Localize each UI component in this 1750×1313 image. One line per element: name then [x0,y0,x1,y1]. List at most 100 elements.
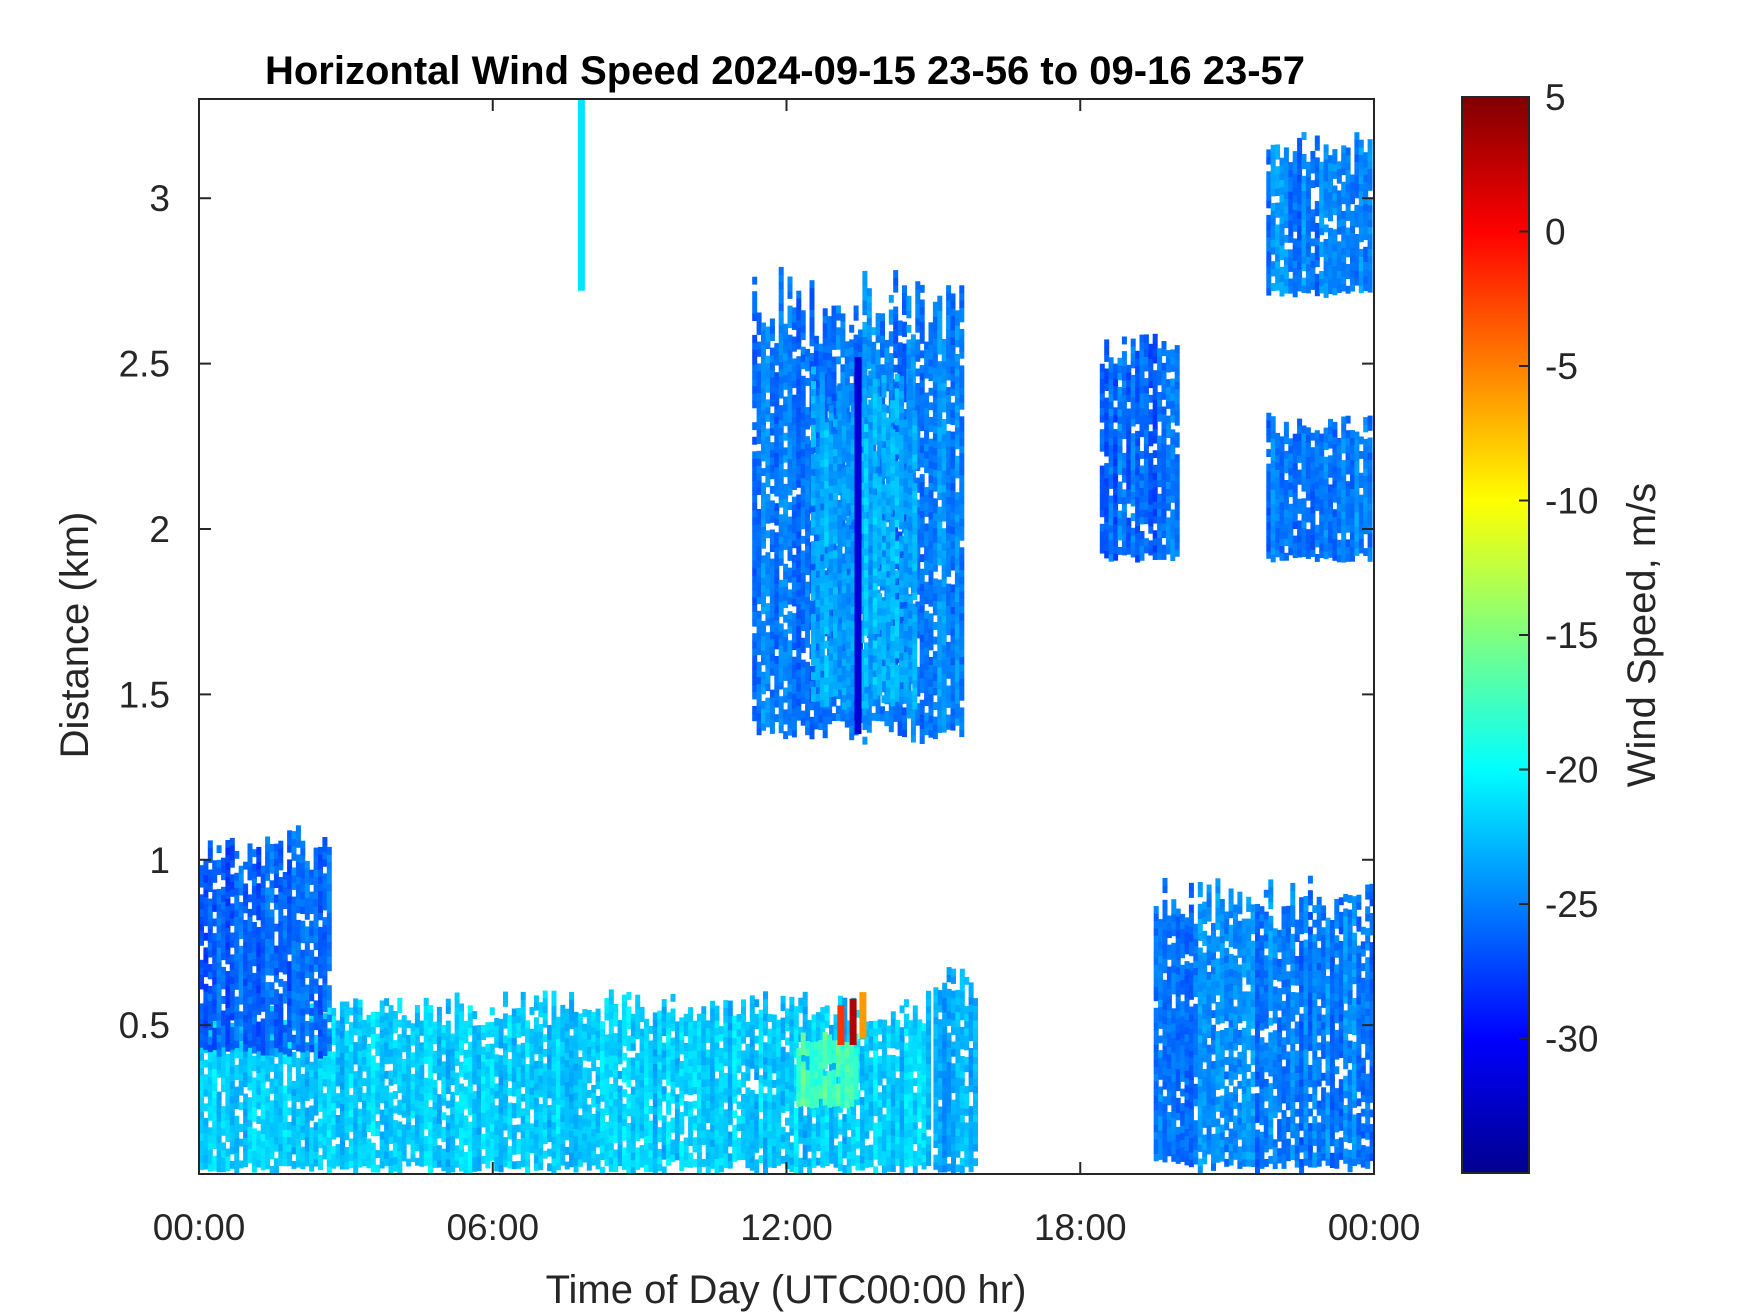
heat-cell [243,1159,249,1167]
heat-cell [666,1048,672,1057]
heat-cell [485,1109,491,1118]
heat-cell [714,1034,720,1043]
heat-cell [886,1069,892,1078]
heat-cell [221,1062,226,1071]
heat-cell [807,1122,813,1130]
heat-cell [304,962,310,971]
heat-cell [529,1138,535,1146]
heat-cell [769,471,775,480]
heat-cell [322,938,328,947]
heat-cell [304,970,310,978]
heat-cell [824,1020,830,1028]
heat-cell [331,1124,337,1133]
heat-cell [454,1036,460,1044]
heat-cell [212,976,218,985]
heat-cell [463,1101,469,1109]
heat-cell [796,436,802,445]
heat-cell [745,1131,751,1139]
heat-cell [586,1075,592,1084]
heat-cell [926,1070,931,1079]
heat-cell [256,985,262,994]
heat-cell [723,1145,729,1154]
heat-cell [692,1144,698,1153]
heat-cell [229,1088,235,1097]
heat-cell [846,1151,852,1160]
heat-cell [375,1041,381,1049]
heat-cell [763,1078,768,1087]
heat-cell [666,1070,672,1079]
heat-cell [269,909,275,918]
heat-cell [752,713,758,722]
heat-cell [212,904,218,912]
heat-cell [265,843,271,852]
heat-cell [688,1109,694,1117]
heat-cell [778,652,784,661]
heat-cell [630,1028,636,1037]
heat-cell [827,1078,833,1086]
heat-cell [774,561,780,570]
heat-cell [756,312,762,321]
heat-cell [824,1012,830,1021]
heat-cell [666,1106,672,1115]
heat-cell [626,1006,632,1015]
heat-cell [304,897,310,906]
heat-cell [353,1151,359,1160]
heat-cell [291,947,297,956]
heat-cell [824,1005,830,1014]
heat-cell [802,1006,808,1015]
heat-cell [428,1107,434,1115]
heat-cell [326,1136,332,1145]
heat-cell [414,1085,420,1093]
heat-cell [813,721,819,730]
heat-cell [926,1150,931,1159]
heat-cell [529,1050,535,1059]
heat-cell [608,1134,614,1143]
heat-cell [569,1057,575,1066]
heat-cell [912,1100,918,1108]
heat-cell [741,999,746,1008]
heat-cell [476,1141,482,1150]
heat-cell [273,989,279,998]
heat-cell [778,383,784,392]
heat-cell [295,1152,301,1161]
heat-cell [635,1009,641,1018]
heat-cell [791,533,797,541]
heat-cell [423,1034,429,1043]
heat-cell [802,1130,808,1138]
heat-cell [756,414,762,423]
heat-cell [525,1144,531,1152]
heat-cell [229,903,235,912]
heat-cell [428,1005,434,1013]
heat-cell [256,1065,262,1073]
heat-cell [783,636,789,645]
heat-cell [472,1091,478,1099]
heat-cell [353,1042,359,1050]
heat-cell [379,1007,385,1016]
heat-cell [835,1090,841,1099]
heat-cell [765,603,771,611]
heat-cell [800,317,806,326]
heat-cell [815,1026,821,1035]
heat-cell [802,1013,808,1022]
heat-cell [326,934,332,943]
heat-cell [300,891,306,900]
heat-cell [225,1007,231,1016]
heat-cell [756,472,762,481]
heat-cell [225,1022,231,1030]
heat-cell [234,1018,240,1027]
heat-cell [800,696,806,704]
heat-cell [212,1013,218,1021]
heat-cell [216,939,222,948]
heat-cell [752,611,758,620]
heat-cell [761,620,766,629]
heat-cell [805,720,811,728]
heat-cell [800,688,806,697]
heat-cell [778,485,784,494]
heat-cell [756,458,762,466]
heat-cell [507,1073,513,1082]
heat-cell [450,1164,456,1173]
heat-cell [756,712,762,721]
heat-cell [736,1137,742,1146]
heat-cell [313,1122,319,1131]
heat-cell [542,1121,548,1130]
